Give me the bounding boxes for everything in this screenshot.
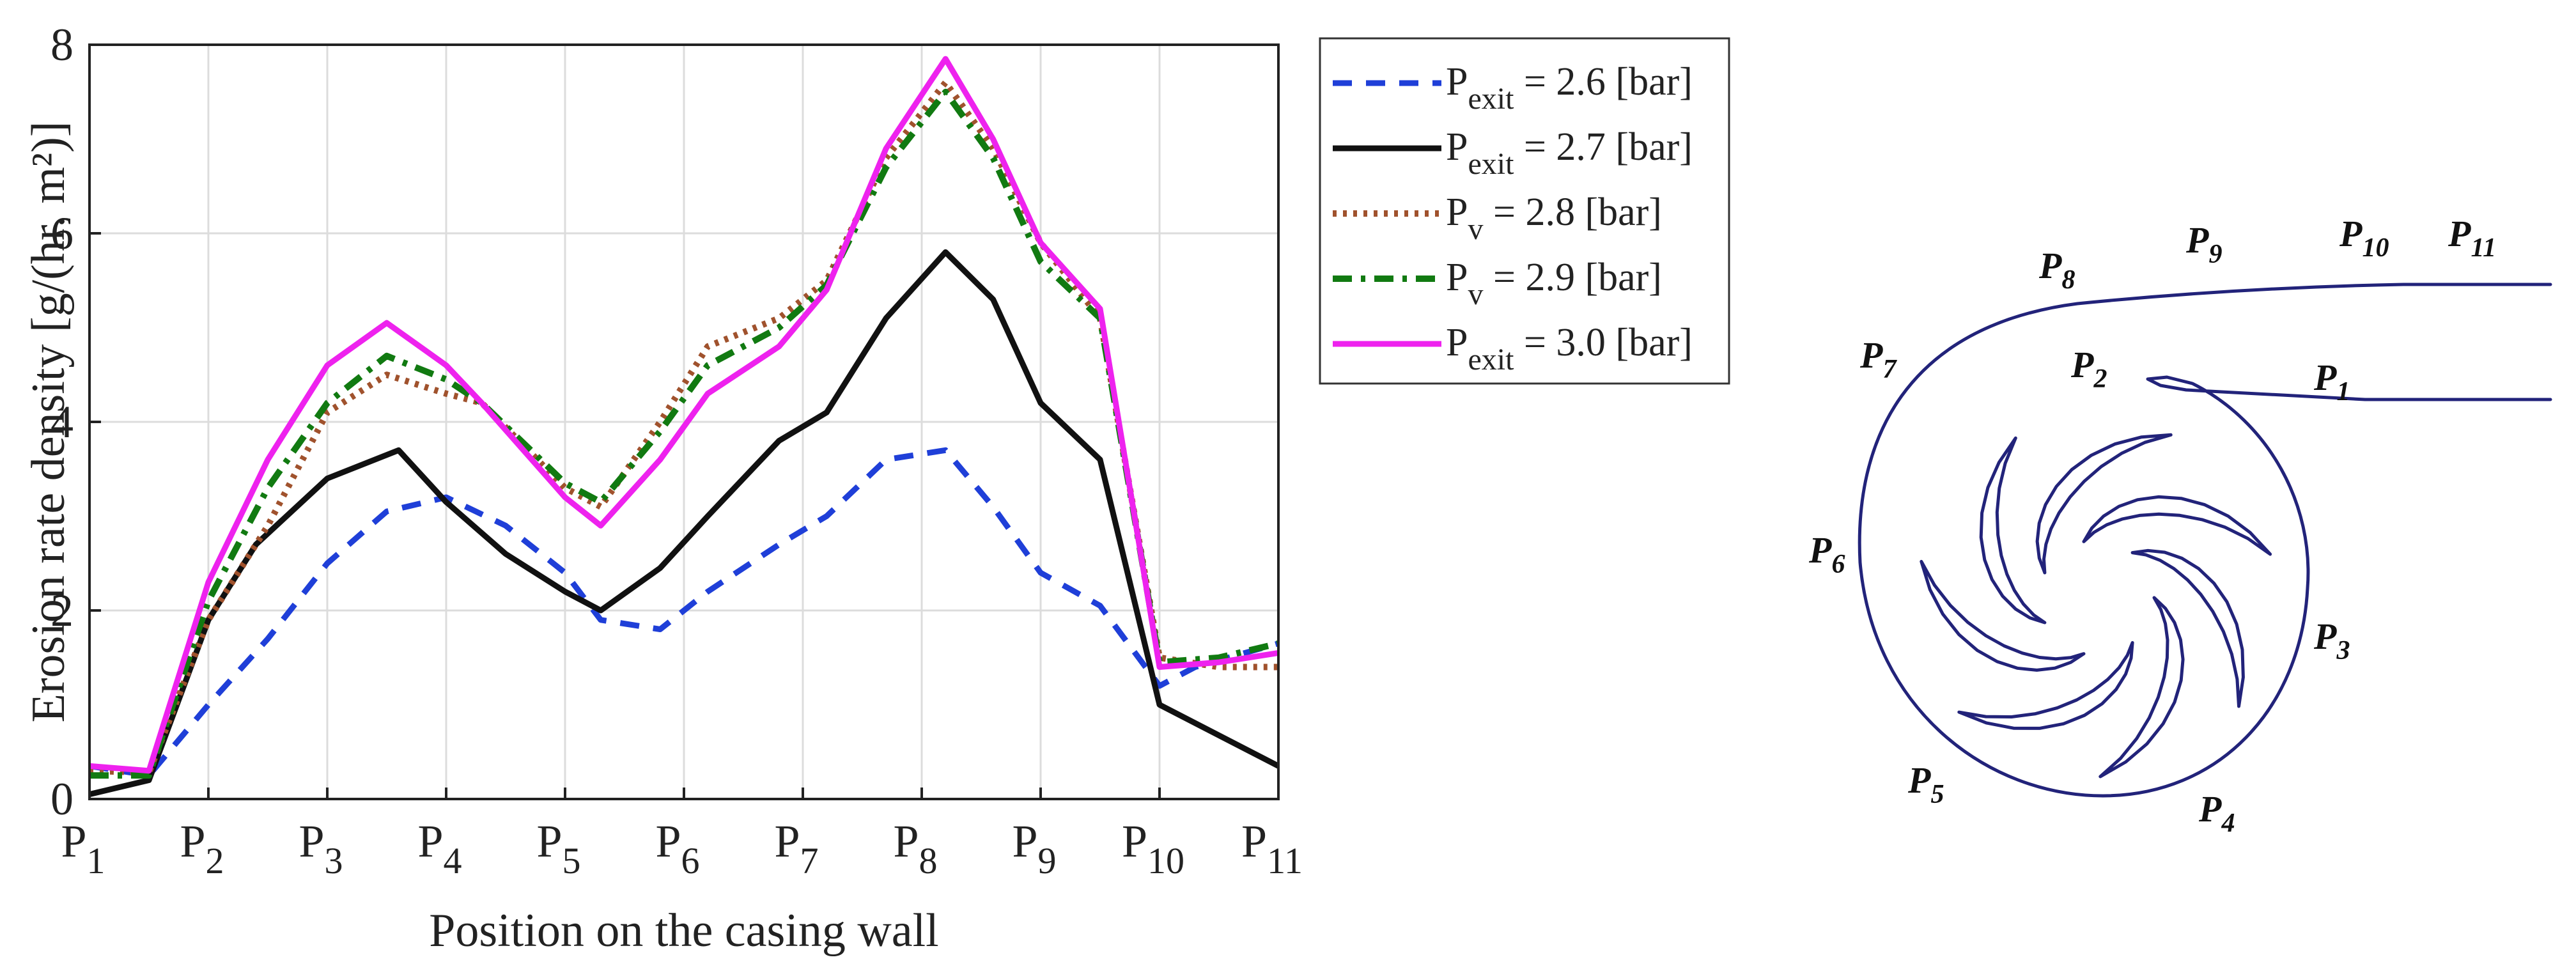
point-label-p2: P2 (2070, 344, 2107, 394)
impeller-blade (2035, 433, 2173, 575)
legend-box (1319, 37, 1730, 385)
series-line-1 (89, 447, 1280, 779)
point-labels: P1 P2 P3 P4 P5 P6 P7 P8 P9 P10 P11 (1808, 213, 2496, 838)
x-tick-label: P11 (1241, 816, 1303, 881)
impeller-blades (1920, 433, 2272, 779)
impeller-blade (2082, 495, 2272, 556)
legend: Pexit = 2.6 [bar] Pexit = 2.7 [bar] Pv = 2… (1319, 37, 1730, 385)
x-tick-label: P7 (774, 816, 818, 881)
x-tick-label: P5 (536, 816, 580, 881)
impeller-blade (1957, 640, 2134, 730)
point-label-p8: P8 (2038, 245, 2075, 295)
impeller-blade (2099, 596, 2185, 779)
point-label-p5: P5 (1907, 759, 1944, 809)
series-line-5 (89, 56, 1279, 774)
x-tick-label: P8 (893, 816, 937, 881)
y-tick-label: 2 (50, 585, 74, 636)
legend-entry: Pexit = 2.6 [bar] (1446, 60, 1693, 116)
legend-entry: Pv = 2.9 [bar] (1446, 256, 1662, 311)
x-tick-label: P2 (180, 816, 224, 881)
point-label-p3: P3 (2313, 616, 2350, 665)
x-tick-label: P3 (299, 816, 343, 881)
impeller-blade (1920, 559, 2086, 672)
legend-entry: Pexit = 3.0 [bar] (1446, 321, 1693, 376)
x-tick-label: P9 (1012, 816, 1056, 881)
pump-casing-diagram: P1 P2 P3 P4 P5 P6 P7 P8 P9 P10 P11 (1808, 213, 2552, 838)
x-tick-label: P4 (417, 816, 462, 881)
series-line-2 (88, 249, 1280, 797)
y-tick-label: 6 (50, 208, 74, 259)
x-tick-label: P10 (1122, 816, 1184, 881)
series-line-3 (89, 79, 1278, 776)
casing-outline (1858, 283, 2552, 798)
legend-items: Pexit = 2.6 [bar] Pexit = 2.7 [bar] Pv = 2… (1333, 60, 1693, 376)
point-label-p10: P10 (2339, 213, 2389, 263)
x-tick-label: P6 (655, 816, 699, 881)
point-label-p1: P1 (2313, 357, 2350, 407)
y-tick-label: 0 (50, 773, 74, 825)
point-label-p9: P9 (2185, 219, 2222, 269)
x-ticks: P1 P2 P3 P4 P5 P6 P7 P8 P9 P10 P11 (61, 788, 1303, 881)
point-label-p6: P6 (1808, 529, 1845, 579)
y-ticks: 0 2 4 6 8 (50, 19, 101, 825)
y-tick-label: 8 (50, 19, 74, 70)
volute-outer-wall (1858, 283, 2552, 798)
impeller-blade (1979, 436, 2047, 625)
legend-entry: Pv = 2.8 [bar] (1446, 190, 1662, 246)
legend-entry: Pexit = 2.7 [bar] (1446, 125, 1693, 181)
y-axis-label: Erosion rate density [g/(hr. m²)] (22, 121, 75, 723)
x-tick-label: P1 (61, 816, 105, 881)
erosion-chart: 0 2 4 6 8 P1 P2 P3 P4 P5 P6 P7 P8 P9 P10 P11 Position … (22, 19, 1303, 957)
y-tick-label: 4 (50, 396, 74, 447)
x-axis-label: Position on the casing wall (429, 904, 939, 957)
series-line-4 (89, 88, 1280, 779)
chart-series (88, 56, 1280, 797)
point-label-p11: P11 (2448, 213, 2496, 263)
impeller-blade (2130, 548, 2245, 708)
point-label-p4: P4 (2198, 788, 2235, 838)
point-label-p7: P7 (1859, 334, 1897, 384)
